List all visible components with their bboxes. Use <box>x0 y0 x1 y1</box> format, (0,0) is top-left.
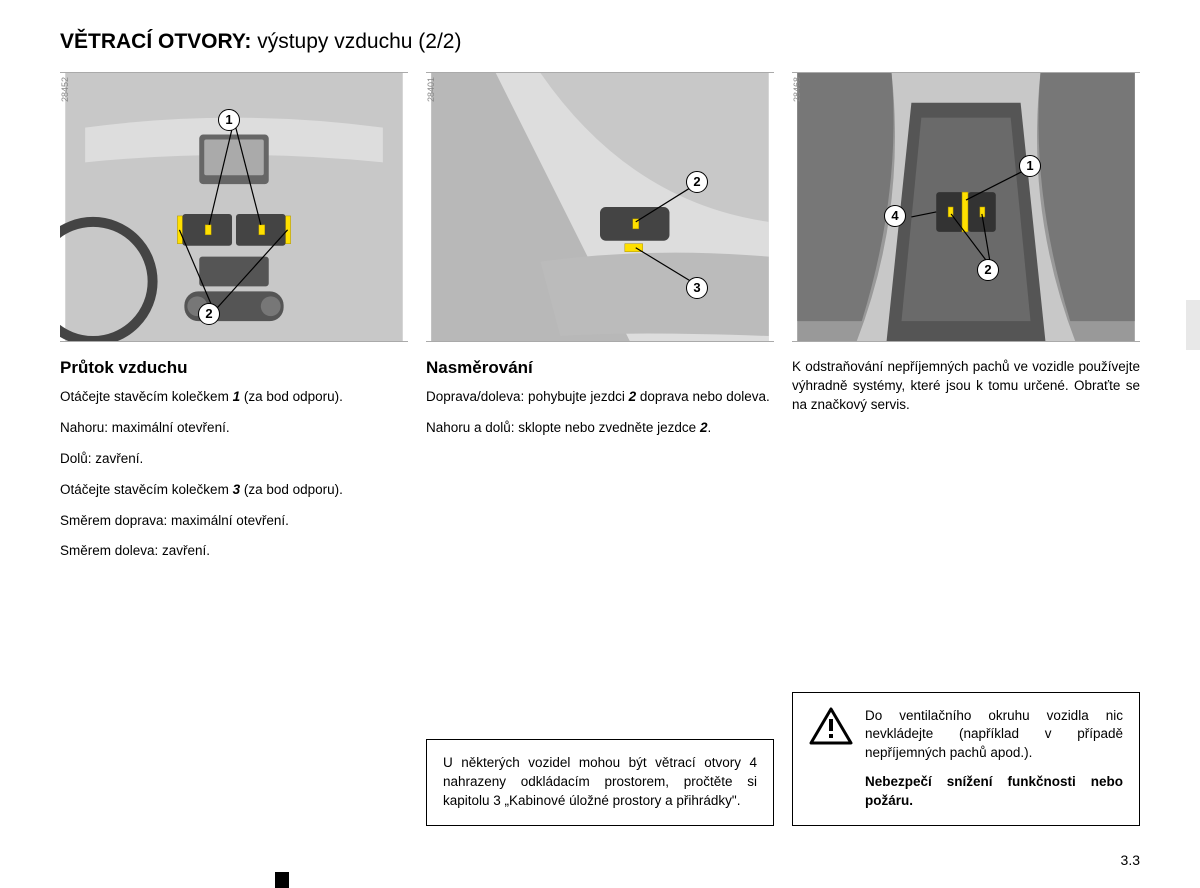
callout-2b: 2 <box>686 171 708 193</box>
bottom-black-tab <box>275 872 289 888</box>
figure-2: 28401 2 3 <box>426 72 774 342</box>
warning-text: Do ventilačního okruhu vozidla nic nevkl… <box>865 707 1123 811</box>
callout-2c: 2 <box>977 259 999 281</box>
title-sub: výstupy vzduchu <box>257 30 412 53</box>
col3-p1: K odstraňování nepříjemných pachů ve voz… <box>792 358 1140 415</box>
callout-2: 2 <box>198 303 220 325</box>
side-grey-tab <box>1186 300 1200 350</box>
figure-2-number: 28401 <box>426 77 436 102</box>
manual-page: VĚTRACÍ OTVORY: výstupy vzduchu (2/2) 28… <box>0 0 1200 852</box>
dashboard-side-illustration <box>426 73 774 341</box>
ref-num: 1 <box>233 389 241 404</box>
warn-p2: Nebezpečí snížení funkčnosti nebo požáru… <box>865 773 1123 811</box>
column-2: 28401 2 3 <box>426 72 774 832</box>
text: Doprava/doleva: pohybujte jezdci <box>426 389 629 404</box>
figure-3-number: 28468 <box>792 77 802 102</box>
column-1: 28452 <box>60 72 408 832</box>
col2-p2: Nahoru a dolů: sklopte nebo zvedněte jez… <box>426 419 774 438</box>
col1-p3: Dolů: zavření. <box>60 450 408 469</box>
text: Otáčejte stavěcím kolečkem <box>60 389 233 404</box>
page-number: 3.3 <box>1121 852 1140 868</box>
text: (za bod odporu). <box>240 482 343 497</box>
figure-1: 28452 <box>60 72 408 342</box>
text: Nahoru a dolů: sklopte nebo zvedněte jez… <box>426 420 700 435</box>
col1-p5: Směrem doprava: maximální otevření. <box>60 512 408 531</box>
text: nahrazeny odkládacím prostorem, pročtěte… <box>443 774 757 808</box>
col2-p1: Doprava/doleva: pohybujte jezdci 2 dopra… <box>426 388 774 407</box>
callout-1: 1 <box>218 109 240 131</box>
text: doprava nebo doleva. <box>636 389 770 404</box>
text: . <box>707 420 711 435</box>
ref-num: 4 <box>749 755 757 770</box>
warn-p1: Do ventilačního okruhu vozidla nic nevkl… <box>865 707 1123 764</box>
figure-1-number: 28452 <box>60 77 70 102</box>
ref-num: 3 <box>233 482 241 497</box>
text: Otáčejte stavěcím kolečkem <box>60 482 233 497</box>
title-page-indicator: (2/2) <box>418 30 461 53</box>
callout-1b: 1 <box>1019 155 1041 177</box>
col1-p1: Otáčejte stavěcím kolečkem 1 (za bod odp… <box>60 388 408 407</box>
page-title: VĚTRACÍ OTVORY: výstupy vzduchu (2/2) <box>60 30 1140 54</box>
section-heading-airflow: Průtok vzduchu <box>60 358 408 378</box>
callout-4: 4 <box>884 205 906 227</box>
col1-p2: Nahoru: maximální otevření. <box>60 419 408 438</box>
title-main: VĚTRACÍ OTVORY: <box>60 30 251 53</box>
figure-3: 28468 <box>792 72 1140 342</box>
text: U některých vozidel mohou být větrací ot… <box>443 755 749 770</box>
rear-console-illustration <box>792 73 1140 341</box>
warning-box: Do ventilačního okruhu vozidla nic nevkl… <box>792 692 1140 826</box>
col1-p6: Směrem doleva: zavření. <box>60 542 408 561</box>
warning-icon <box>809 707 853 811</box>
text: (za bod odporu). <box>240 389 343 404</box>
callout-3: 3 <box>686 277 708 299</box>
section-heading-direction: Nasměrování <box>426 358 774 378</box>
note-box: U některých vozidel mohou být větrací ot… <box>426 739 774 826</box>
column-3: 28468 <box>792 72 1140 832</box>
col1-p4: Otáčejte stavěcím kolečkem 3 (za bod odp… <box>60 481 408 500</box>
columns-container: 28452 <box>60 72 1140 832</box>
